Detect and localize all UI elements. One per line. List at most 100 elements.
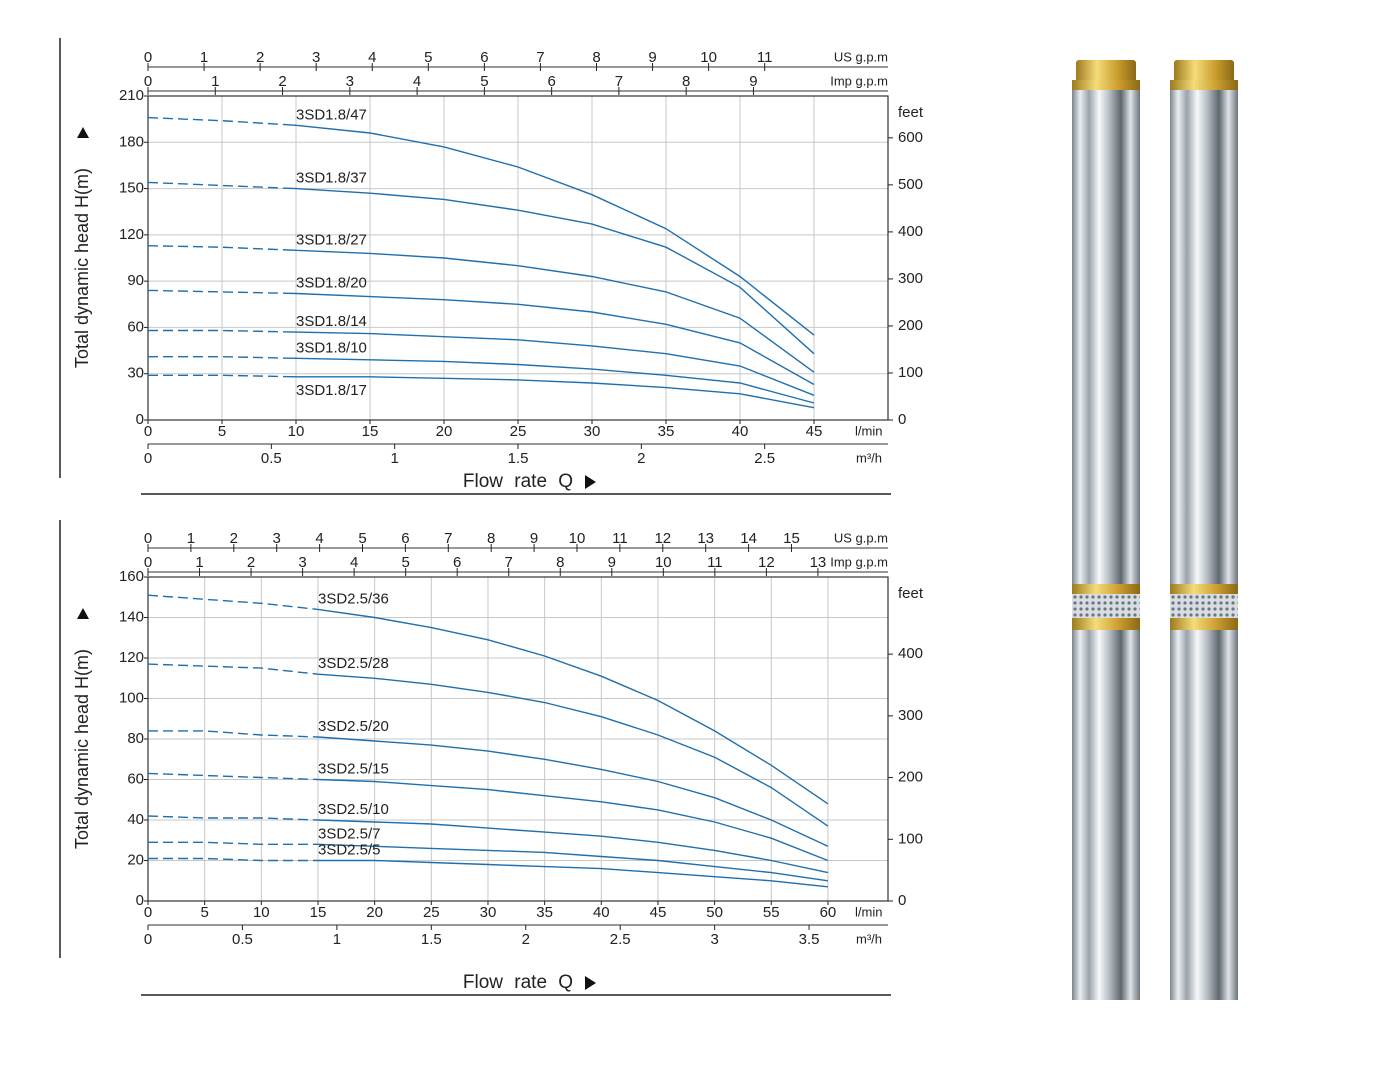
top-tick-label: 6	[480, 49, 488, 66]
y2-tick-label: 400	[898, 223, 923, 240]
series-label: 3SD1.8/14	[296, 313, 367, 330]
series-label: 3SD1.8/27	[296, 231, 367, 248]
series-label: 3SD2.5/20	[318, 718, 389, 735]
top-tick-label: 11	[612, 530, 628, 547]
x-axis-title: Flow rate Q	[463, 972, 573, 993]
top-tick-label: 0	[144, 554, 152, 571]
x-tick-label: 40	[593, 904, 610, 921]
top-tick-label: 1	[211, 73, 219, 90]
top-tick-label: 4	[315, 530, 323, 547]
top-tick-label: 13	[810, 554, 827, 571]
top-tick-label: 13	[697, 530, 714, 547]
y-tick-label: 20	[127, 851, 144, 868]
x-tick-label: 15	[362, 423, 379, 440]
series-line	[147, 116, 815, 336]
series-line	[148, 730, 829, 847]
x2-tick-label: 0.5	[232, 931, 253, 948]
top-tick-label: 9	[749, 73, 757, 90]
x-tick-label: 30	[584, 423, 601, 440]
y2-tick-label: 100	[898, 830, 923, 847]
series-label: 3SD1.8/20	[296, 274, 367, 291]
top-tick-label: 8	[682, 73, 690, 90]
plot-frame	[147, 576, 889, 902]
y-tick-label: 100	[119, 689, 144, 706]
y-tick-label: 210	[119, 87, 144, 104]
x-tick-label: 25	[510, 423, 527, 440]
y2-tick-label: 0	[898, 411, 906, 428]
x-unit: l/min	[855, 423, 882, 438]
top-tick-label: 7	[444, 530, 452, 547]
series-label: 3SD2.5/5	[318, 841, 381, 858]
y-tick-label: 180	[119, 133, 144, 150]
x2-tick-label: 2	[522, 931, 530, 948]
top-tick-label: 1	[195, 554, 203, 571]
top-tick-label: 7	[615, 73, 623, 90]
top-tick-label: 9	[530, 530, 538, 547]
top-tick-label: 2	[247, 554, 255, 571]
x-tick-label: 55	[763, 904, 780, 921]
x-tick-label: 20	[366, 904, 383, 921]
top-tick-label: 8	[556, 554, 564, 571]
top-tick-label: 5	[358, 530, 366, 547]
series-line	[148, 329, 815, 396]
top-tick-label: 11	[707, 554, 723, 571]
y-tick-label: 160	[119, 568, 144, 585]
top-tick-label: 6	[453, 554, 461, 571]
y-tick-label: 0	[136, 411, 144, 428]
series-label: 3SD2.5/10	[318, 801, 389, 818]
x2-tick-label: 2	[637, 450, 645, 467]
y2-tick-label: 600	[898, 129, 923, 146]
y-tick-label: 140	[119, 608, 144, 625]
y2-unit: feet	[898, 104, 924, 121]
top-tick-label: 5	[401, 554, 409, 571]
y-tick-label: 120	[119, 226, 144, 243]
x-tick-label: 20	[436, 423, 453, 440]
x-tick-label: 35	[658, 423, 675, 440]
top-tick-label: 3	[273, 530, 281, 547]
x-unit: l/min	[855, 904, 882, 919]
x-tick-label: 5	[218, 423, 226, 440]
series-label: 3SD1.8/37	[296, 170, 367, 187]
y-axis-title: Total dynamic head H(m)	[72, 168, 92, 368]
x2-tick-label: 1	[390, 450, 398, 467]
top-tick-label: 2	[278, 73, 286, 90]
top-tick-label: 1	[187, 530, 195, 547]
series-label: 3SD2.5/7	[318, 825, 381, 842]
x2-tick-label: 0.5	[261, 450, 282, 467]
top-tick-label: 10	[700, 49, 717, 66]
y-tick-label: 60	[127, 770, 144, 787]
x2-tick-label: 1.5	[508, 450, 529, 467]
y-tick-label: 40	[127, 811, 144, 828]
series-line	[147, 289, 815, 386]
arrow	[585, 475, 596, 489]
top-unit: US g.p.m	[834, 530, 888, 545]
y2-tick-label: 200	[898, 769, 923, 786]
series-line	[148, 374, 815, 409]
top-tick-label: 4	[350, 554, 358, 571]
x2-unit: m³/h	[856, 450, 882, 465]
top-tick-label: 4	[368, 49, 376, 66]
y2-unit: feet	[898, 585, 924, 602]
plot-frame	[147, 95, 889, 421]
x2-tick-label: 0	[144, 931, 152, 948]
series-label: 3SD1.8/17	[296, 382, 367, 399]
top-tick-label: 3	[312, 49, 320, 66]
x2-tick-label: 1.5	[421, 931, 442, 948]
x-tick-label: 15	[310, 904, 327, 921]
x-tick-label: 5	[200, 904, 208, 921]
top-tick-label: 12	[758, 554, 775, 571]
top-tick-label: 9	[608, 554, 616, 571]
top-unit: Imp g.p.m	[830, 73, 888, 88]
series-line	[148, 857, 828, 888]
y-tick-label: 0	[136, 892, 144, 909]
x-tick-label: 40	[732, 423, 749, 440]
arrow	[77, 127, 89, 138]
top-tick-label: 10	[569, 530, 586, 547]
x-tick-label: 0	[144, 904, 152, 921]
top-tick-label: 4	[413, 73, 421, 90]
y-tick-label: 80	[127, 730, 144, 747]
top-tick-label: 8	[592, 49, 600, 66]
y-tick-label: 150	[119, 180, 144, 197]
y2-tick-label: 300	[898, 270, 923, 287]
y-axis-title: Total dynamic head H(m)	[72, 649, 92, 849]
